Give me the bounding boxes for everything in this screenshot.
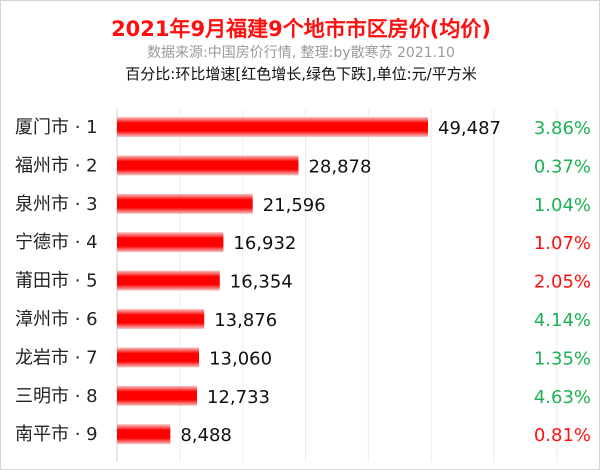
value-label: 49,487 — [438, 118, 501, 139]
value-label: 16,932 — [233, 233, 296, 254]
bar — [117, 385, 198, 406]
bar — [117, 117, 428, 137]
bar — [117, 270, 220, 291]
value-label: 13,060 — [209, 348, 272, 369]
category-label: 三明市 · 8 — [15, 386, 98, 407]
value-label: 12,733 — [207, 387, 270, 408]
chart-subtitle: 数据来源:中国房价行情, 整理:by散寒苏 2021.10 — [147, 45, 455, 61]
percent-label: 1.07% — [534, 233, 591, 254]
bar — [117, 232, 224, 253]
value-label: 13,876 — [214, 310, 277, 331]
chart-title: 2021年9月福建9个地市市区房价(均价) — [111, 17, 491, 41]
percent-label: 4.63% — [534, 387, 591, 408]
category-label: 龙岩市 · 7 — [15, 347, 98, 368]
percent-label: 2.05% — [534, 272, 591, 293]
value-label: 8,488 — [180, 425, 232, 446]
bar — [117, 309, 205, 329]
category-label: 莆田市 · 5 — [15, 271, 98, 292]
category-label: 南平市 · 9 — [15, 424, 98, 445]
percent-label: 3.86% — [534, 118, 591, 139]
percent-label: 1.35% — [534, 348, 591, 369]
value-label: 16,354 — [230, 272, 293, 293]
bar — [117, 347, 200, 368]
category-label: 福州市 · 2 — [15, 155, 98, 176]
percent-label: 1.04% — [534, 195, 591, 216]
percent-label: 0.37% — [534, 156, 591, 177]
category-label: 漳州市 · 6 — [15, 309, 98, 330]
category-label: 泉州市 · 3 — [15, 194, 98, 215]
value-label: 28,878 — [308, 156, 371, 177]
value-label: 21,596 — [263, 195, 326, 216]
category-label: 厦门市 · 1 — [15, 117, 98, 138]
percent-label: 4.14% — [534, 310, 591, 331]
percent-label: 0.81% — [534, 425, 591, 446]
bar — [117, 155, 299, 176]
chart-note: 百分比:环比增速[红色增长,绿色下跌],单位:元/平方米 — [125, 65, 477, 83]
bar — [117, 424, 171, 445]
bar — [117, 193, 253, 214]
category-label: 宁德市 · 4 — [15, 232, 98, 253]
